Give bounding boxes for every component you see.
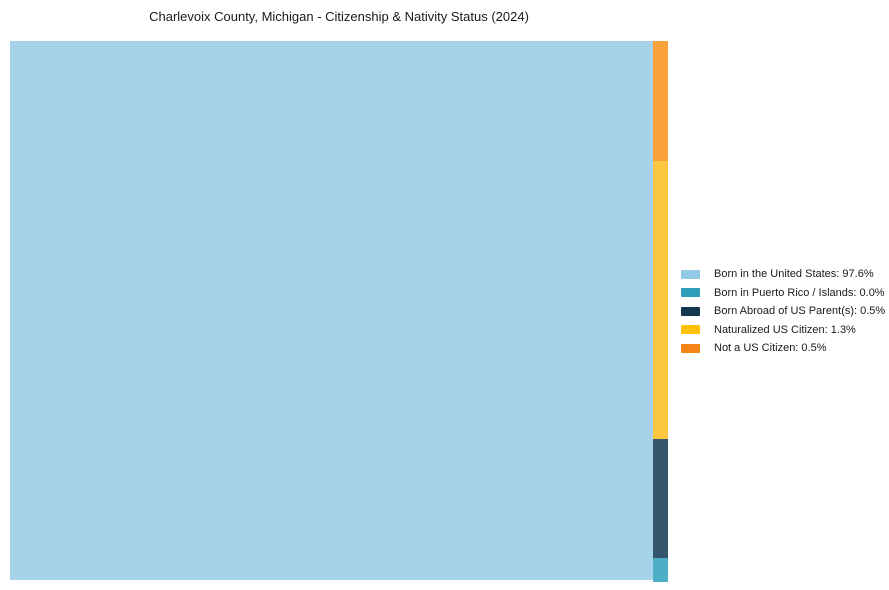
legend: Born in the United States: 97.6% Born in… bbox=[681, 265, 885, 358]
legend-item: Born Abroad of US Parent(s): 0.5% bbox=[681, 302, 885, 321]
legend-item: Naturalized US Citizen: 1.3% bbox=[681, 321, 885, 340]
legend-item: Not a US Citizen: 0.5% bbox=[681, 339, 885, 358]
treemap-segment-not-citizen bbox=[653, 41, 668, 161]
legend-swatch-born-pr bbox=[681, 288, 700, 298]
treemap-segment-naturalized bbox=[653, 161, 668, 439]
legend-label: Not a US Citizen: 0.5% bbox=[714, 342, 827, 355]
treemap-segment-born-abroad bbox=[653, 439, 668, 558]
legend-swatch-born-us bbox=[681, 269, 700, 279]
treemap-segment-born-pr bbox=[653, 558, 668, 582]
chart-title: Charlevoix County, Michigan - Citizenshi… bbox=[149, 9, 529, 24]
treemap-segment-born-us bbox=[10, 41, 653, 580]
treemap-plot bbox=[10, 41, 668, 582]
legend-label: Born in the United States: 97.6% bbox=[714, 268, 874, 281]
legend-item: Born in Puerto Rico / Islands: 0.0% bbox=[681, 284, 885, 303]
legend-swatch-naturalized bbox=[681, 325, 700, 335]
legend-item: Born in the United States: 97.6% bbox=[681, 265, 885, 284]
legend-label: Born in Puerto Rico / Islands: 0.0% bbox=[714, 286, 885, 299]
legend-label: Naturalized US Citizen: 1.3% bbox=[714, 323, 856, 336]
legend-swatch-born-abroad bbox=[681, 306, 700, 316]
legend-swatch-not-citizen bbox=[681, 343, 700, 353]
legend-label: Born Abroad of US Parent(s): 0.5% bbox=[714, 305, 886, 318]
